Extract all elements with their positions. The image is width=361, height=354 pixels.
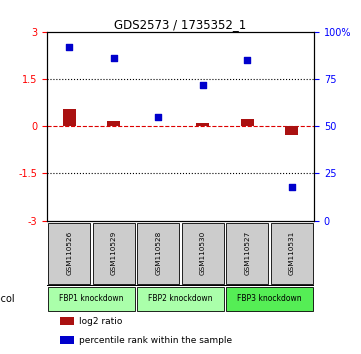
Text: GSM110526: GSM110526 xyxy=(66,231,72,275)
Bar xyxy=(48,287,135,311)
Bar xyxy=(240,119,254,126)
Bar xyxy=(137,223,179,284)
Bar xyxy=(271,223,313,284)
Bar xyxy=(60,336,74,344)
Bar xyxy=(93,223,135,284)
Point xyxy=(289,184,295,189)
Point xyxy=(66,44,72,50)
Bar xyxy=(62,109,76,126)
Bar xyxy=(226,223,268,284)
Bar xyxy=(196,123,209,126)
FancyArrow shape xyxy=(28,289,43,309)
Text: GSM110530: GSM110530 xyxy=(200,231,206,275)
Text: GSM110527: GSM110527 xyxy=(244,231,250,275)
Point xyxy=(111,56,117,61)
Text: log2 ratio: log2 ratio xyxy=(79,317,122,326)
Text: FBP3 knockdown: FBP3 knockdown xyxy=(237,294,302,303)
Bar xyxy=(137,287,224,311)
Bar xyxy=(48,223,90,284)
Bar xyxy=(60,317,74,325)
Bar xyxy=(107,121,120,126)
Text: GSM110531: GSM110531 xyxy=(289,231,295,275)
Bar xyxy=(226,287,313,311)
Point xyxy=(200,82,206,87)
Bar xyxy=(182,223,224,284)
Text: percentile rank within the sample: percentile rank within the sample xyxy=(79,336,232,346)
Text: FBP2 knockdown: FBP2 knockdown xyxy=(148,294,213,303)
Bar xyxy=(285,126,299,135)
Text: GSM110529: GSM110529 xyxy=(111,231,117,275)
Point xyxy=(244,57,250,63)
Text: FBP1 knockdown: FBP1 knockdown xyxy=(59,294,124,303)
Text: protocol: protocol xyxy=(0,294,15,304)
Point xyxy=(155,114,161,120)
Title: GDS2573 / 1735352_1: GDS2573 / 1735352_1 xyxy=(114,18,247,31)
Text: GSM110528: GSM110528 xyxy=(155,231,161,275)
